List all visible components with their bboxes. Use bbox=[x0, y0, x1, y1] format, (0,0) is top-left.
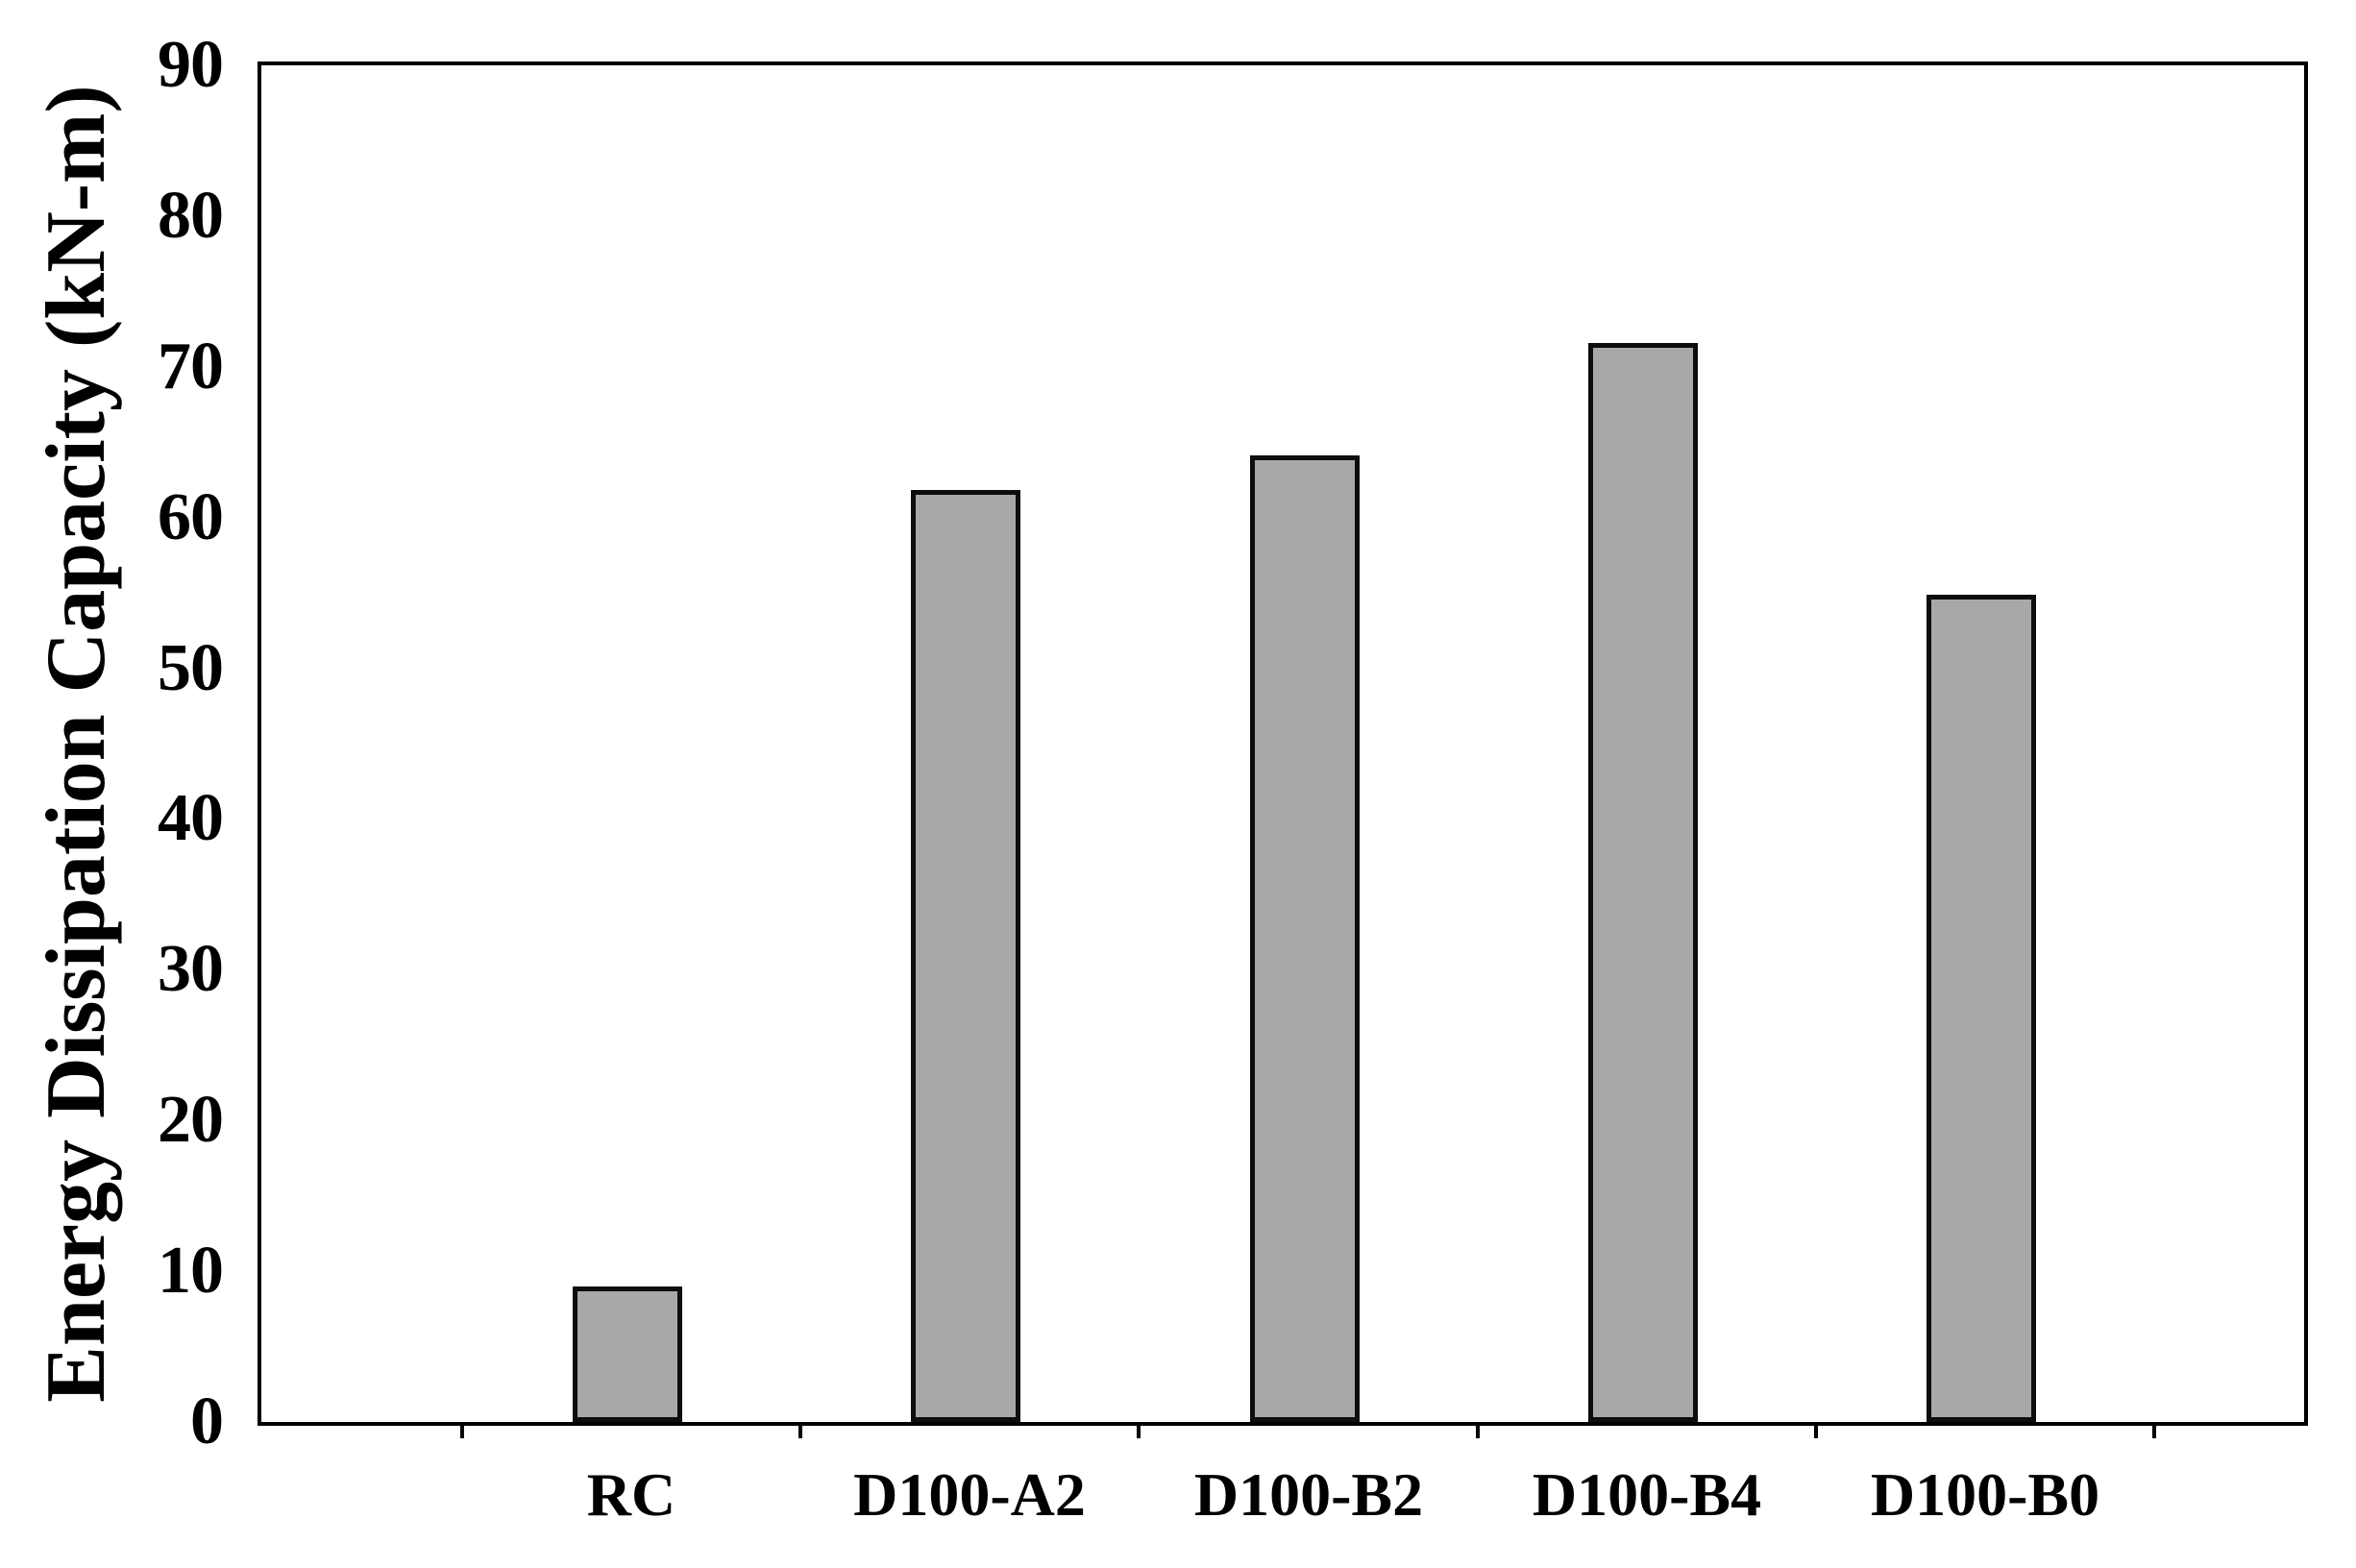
x-tick-mark bbox=[798, 1426, 802, 1438]
y-tick-label-30: 30 bbox=[158, 932, 224, 1006]
x-tick-mark bbox=[1476, 1426, 1480, 1438]
y-tick-label-80: 80 bbox=[158, 179, 224, 253]
x-tick-mark bbox=[1814, 1426, 1818, 1438]
x-tick-mark bbox=[460, 1426, 464, 1438]
bar-D100-B2 bbox=[1249, 455, 1360, 1422]
y-tick-label-50: 50 bbox=[158, 631, 224, 705]
x-tick-mark bbox=[2152, 1426, 2156, 1438]
x-label-D100-A2: D100-A2 bbox=[853, 1460, 1086, 1529]
x-label-RC: RC bbox=[586, 1460, 676, 1529]
x-label-D100-B0: D100-B0 bbox=[1870, 1460, 2100, 1529]
bar-RC bbox=[573, 1286, 682, 1422]
y-tick-label-40: 40 bbox=[158, 781, 224, 855]
y-tick-label-70: 70 bbox=[158, 330, 224, 404]
y-tick-label-0: 0 bbox=[190, 1384, 224, 1458]
y-tick-label-20: 20 bbox=[158, 1083, 224, 1157]
y-tick-label-90: 90 bbox=[158, 28, 224, 102]
bar-D100-B4 bbox=[1587, 343, 1698, 1422]
bar-D100-A2 bbox=[911, 490, 1021, 1422]
x-label-D100-B4: D100-B4 bbox=[1532, 1460, 1762, 1529]
bar-D100-B0 bbox=[1927, 595, 2037, 1422]
y-tick-label-60: 60 bbox=[158, 480, 224, 554]
x-tick-mark bbox=[1137, 1426, 1141, 1438]
y-tick-label-10: 10 bbox=[158, 1234, 224, 1308]
plot-area bbox=[258, 61, 2308, 1426]
x-label-D100-B2: D100-B2 bbox=[1193, 1460, 1424, 1529]
